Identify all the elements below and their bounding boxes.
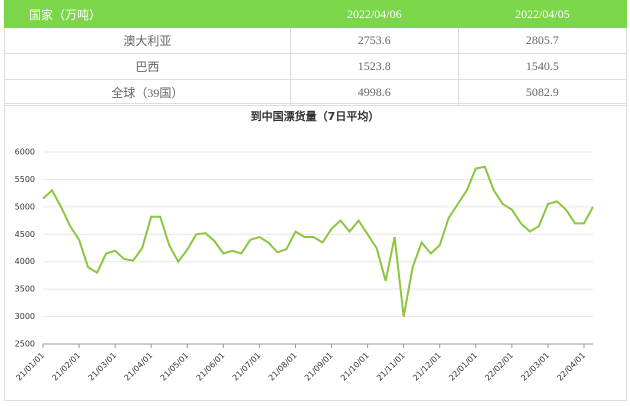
table-cell: 1523.8	[289, 53, 459, 80]
x-tick-label: 22/01/01	[447, 351, 479, 383]
x-tick-label: 21/01/01	[14, 351, 46, 383]
y-tick-label: 4000	[15, 257, 35, 266]
y-tick-label: 2500	[15, 340, 35, 349]
x-tick-label: 21/02/01	[50, 351, 82, 383]
table-cell: 2753.6	[289, 27, 459, 54]
x-tick-label: 21/05/01	[159, 351, 191, 383]
x-tick-label: 21/09/01	[303, 351, 335, 383]
table-cell: 4998.6	[289, 79, 459, 106]
x-tick-label: 21/06/01	[195, 351, 227, 383]
table-row: 巴西 1523.8 1540.5	[4, 53, 628, 80]
x-tick-label: 22/02/01	[483, 351, 515, 383]
table-cell: 2805.7	[457, 27, 628, 54]
table-cell: 5082.9	[457, 79, 628, 106]
chart-title: 到中国漂货量（7日平均）	[251, 109, 380, 123]
x-tick-label: 21/12/01	[411, 351, 443, 383]
header-cell: 国家（万吨）	[4, 0, 291, 28]
y-tick-label: 5500	[15, 175, 35, 184]
table-row: 澳大利亚 2753.6 2805.7	[4, 27, 628, 54]
y-tick-label: 3500	[15, 285, 35, 294]
header-cell: 2022/04/06	[289, 0, 459, 28]
table-cell: 澳大利亚	[4, 27, 291, 54]
x-tick-label: 22/04/01	[555, 351, 587, 383]
x-tick-label: 21/10/01	[339, 351, 371, 383]
y-tick-label: 4500	[15, 230, 35, 239]
table-cell: 巴西	[4, 53, 291, 80]
data-line	[42, 165, 594, 317]
x-tick-label: 21/08/01	[267, 351, 299, 383]
x-tick-label: 21/07/01	[231, 351, 263, 383]
data-table: 国家（万吨） 2022/04/06 2022/04/05 澳大利亚 2753.6 2…	[4, 0, 628, 106]
header-cell: 2022/04/05	[457, 0, 628, 28]
y-tick-label: 6000	[15, 148, 35, 157]
x-tick-label: 22/03/01	[519, 351, 551, 383]
chart: 到中国漂货量（7日平均） 2500 3000 3500 4000 4500 5000 550…	[4, 103, 627, 401]
x-tick-label: 21/11/01	[375, 351, 407, 383]
x-tick-label: 21/04/01	[123, 351, 155, 383]
y-tick-label: 5000	[15, 202, 35, 211]
table-cell: 全球（39国）	[4, 79, 291, 106]
x-tick-label: 21/03/01	[87, 351, 119, 383]
y-tick-label: 3000	[15, 312, 35, 321]
table-row: 全球（39国） 4998.6 5082.9	[4, 79, 628, 106]
table-cell: 1540.5	[457, 53, 628, 80]
